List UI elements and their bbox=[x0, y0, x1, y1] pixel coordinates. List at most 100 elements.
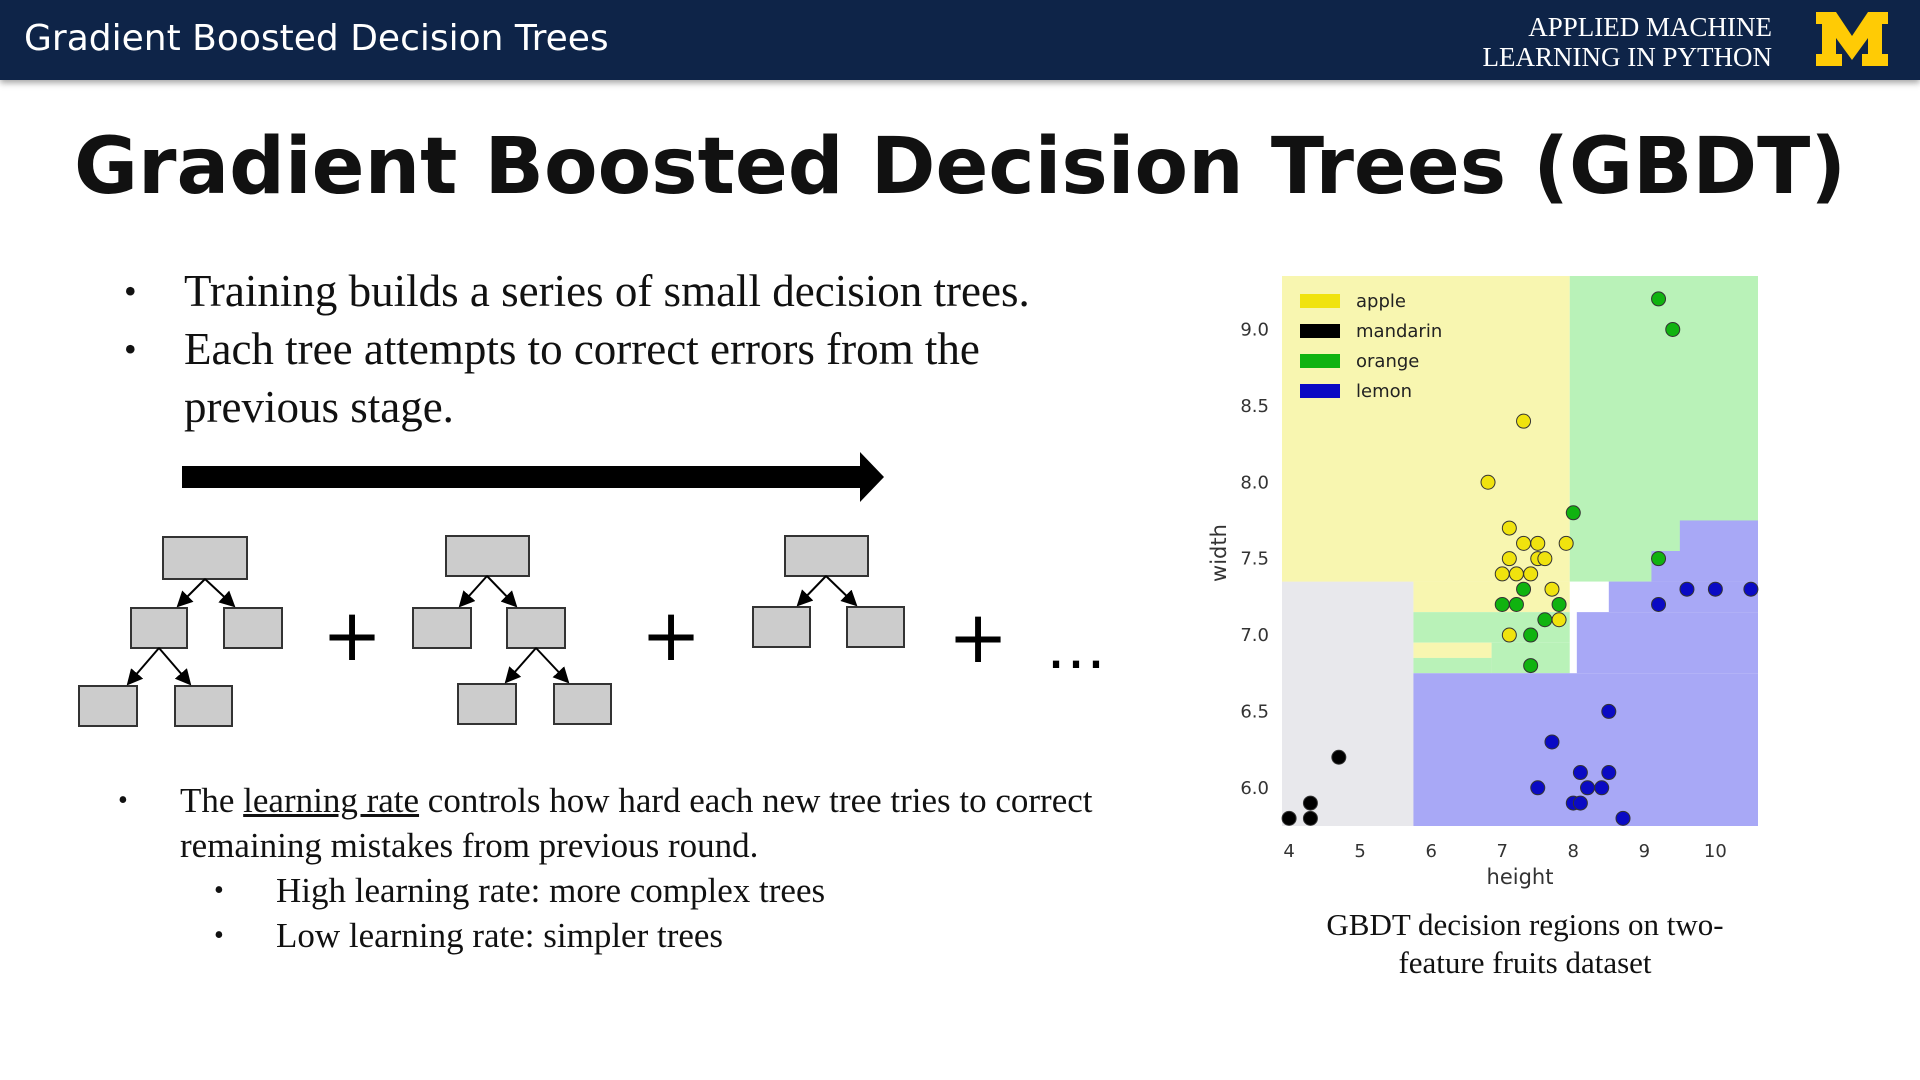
chart-axes: 4 5 6 7 8 9 10 6.0 6.5 7.0 7.5 8.0 8.5 9.0 bbox=[1240, 319, 1726, 862]
decision-region-apple bbox=[1413, 642, 1492, 658]
decision-regions bbox=[1282, 276, 1758, 826]
legend-swatch-mandarin bbox=[1300, 324, 1340, 338]
course-name: APPLIED MACHINE LEARNING IN PYTHON bbox=[1412, 12, 1772, 72]
y-tick-label: 7.5 bbox=[1240, 549, 1269, 570]
y-tick-label: 6.0 bbox=[1240, 778, 1269, 799]
point-orange bbox=[1523, 627, 1539, 643]
tree-node bbox=[78, 685, 138, 727]
x-tick-label: 4 bbox=[1283, 841, 1294, 862]
point-orange bbox=[1494, 596, 1510, 612]
tree-node bbox=[752, 606, 811, 648]
point-lemon bbox=[1572, 765, 1588, 781]
x-tick-label: 6 bbox=[1425, 841, 1436, 862]
point-mandarin bbox=[1331, 749, 1347, 765]
y-axis-label: width bbox=[1207, 524, 1231, 582]
tree-node bbox=[445, 535, 530, 577]
point-apple bbox=[1501, 627, 1517, 643]
point-mandarin bbox=[1302, 795, 1318, 811]
tree-2-edges bbox=[458, 575, 570, 684]
point-apple bbox=[1516, 535, 1532, 551]
point-apple bbox=[1558, 535, 1574, 551]
sub-bullet-list: High learning rate: more complex trees L… bbox=[118, 868, 1098, 958]
point-apple bbox=[1551, 612, 1567, 628]
x-axis-label: height bbox=[1487, 865, 1554, 889]
x-tick-label: 5 bbox=[1354, 841, 1365, 862]
course-name-line-1: APPLIED MACHINE bbox=[1528, 12, 1772, 42]
tree-node bbox=[784, 535, 869, 577]
learning-rate-bullets: The learning rate controls how hard each… bbox=[118, 778, 1098, 958]
point-lemon bbox=[1615, 810, 1631, 826]
point-orange bbox=[1523, 658, 1539, 674]
y-tick-label: 8.5 bbox=[1240, 396, 1269, 417]
decision-region-orange bbox=[1413, 657, 1492, 674]
legend-label-mandarin: mandarin bbox=[1356, 321, 1442, 342]
bullet-item: Training builds a series of small decisi… bbox=[120, 262, 1120, 320]
point-orange bbox=[1565, 505, 1581, 521]
tree-node bbox=[506, 607, 566, 649]
legend-swatch-apple bbox=[1300, 294, 1340, 308]
sub-bullet-item: High learning rate: more complex trees bbox=[118, 868, 1098, 913]
decision-region-lemon bbox=[1679, 520, 1758, 551]
top-bar: Gradient Boosted Decision Trees APPLIED … bbox=[0, 0, 1920, 80]
point-apple bbox=[1537, 551, 1553, 567]
y-tick-label: 9.0 bbox=[1240, 319, 1269, 340]
legend-label-lemon: lemon bbox=[1356, 381, 1412, 402]
bullet-text: The bbox=[180, 781, 244, 820]
sequence-arrow bbox=[182, 452, 884, 502]
point-apple bbox=[1501, 520, 1517, 536]
legend-swatch-orange bbox=[1300, 354, 1340, 368]
point-mandarin bbox=[1281, 810, 1297, 826]
point-lemon bbox=[1544, 734, 1560, 750]
point-lemon bbox=[1651, 596, 1667, 612]
legend-label-orange: orange bbox=[1356, 351, 1419, 372]
point-lemon bbox=[1743, 581, 1759, 597]
point-apple bbox=[1530, 535, 1546, 551]
x-tick-label: 9 bbox=[1639, 841, 1650, 862]
bullet-list: Training builds a series of small decisi… bbox=[120, 262, 1120, 436]
y-tick-label: 8.0 bbox=[1240, 472, 1269, 493]
point-apple bbox=[1494, 566, 1510, 582]
point-lemon bbox=[1579, 780, 1595, 796]
point-apple bbox=[1508, 566, 1524, 582]
y-tick-label: 7.0 bbox=[1240, 625, 1269, 646]
legend-label-apple: apple bbox=[1356, 291, 1406, 312]
tree-node bbox=[162, 536, 248, 580]
decision-region-chart: 4 5 6 7 8 9 10 6.0 6.5 7.0 7.5 8.0 8.5 9.0 apple manda… bbox=[1207, 276, 1759, 889]
y-tick-label: 6.5 bbox=[1240, 701, 1269, 722]
chart-caption: GBDT decision regions on two-feature fru… bbox=[1326, 907, 1724, 980]
tree-node bbox=[223, 607, 283, 649]
point-lemon bbox=[1601, 703, 1617, 719]
learning-rate-bullet: The learning rate controls how hard each… bbox=[118, 778, 1098, 868]
point-lemon bbox=[1572, 795, 1588, 811]
tree-1-edges bbox=[126, 578, 236, 686]
slide-title: Gradient Boosted Decision Trees (GBDT) bbox=[73, 122, 1847, 212]
learning-rate-term: learning rate bbox=[243, 781, 420, 820]
tree-3-edges bbox=[796, 575, 858, 607]
point-apple bbox=[1523, 566, 1539, 582]
decision-region-mandarin bbox=[1282, 581, 1414, 826]
tree-node bbox=[174, 685, 233, 727]
decision-region-lemon bbox=[1576, 612, 1758, 674]
point-orange bbox=[1651, 551, 1667, 567]
plus-sign: + bbox=[641, 593, 701, 677]
point-orange bbox=[1537, 612, 1553, 628]
sub-bullet-item: Low learning rate: simpler trees bbox=[118, 913, 1098, 958]
boosting-diagram: + + + … bbox=[78, 452, 1106, 727]
point-orange bbox=[1651, 291, 1667, 307]
point-lemon bbox=[1530, 780, 1546, 796]
x-tick-label: 10 bbox=[1704, 841, 1727, 862]
point-apple bbox=[1544, 581, 1560, 597]
decision-region-apple bbox=[1413, 581, 1570, 613]
x-tick-label: 7 bbox=[1497, 841, 1508, 862]
course-name-line-2: LEARNING IN PYTHON bbox=[1482, 42, 1772, 72]
point-lemon bbox=[1594, 780, 1610, 796]
bullet-item: Each tree attempts to correct errors fro… bbox=[120, 320, 1120, 436]
decision-region-lemon bbox=[1651, 551, 1758, 582]
point-apple bbox=[1480, 474, 1496, 490]
tree-node bbox=[553, 683, 612, 725]
tree-node bbox=[457, 683, 517, 725]
plus-sign: + bbox=[322, 593, 382, 677]
university-m-logo bbox=[1816, 12, 1888, 66]
tree-node bbox=[846, 606, 905, 648]
point-lemon bbox=[1707, 581, 1723, 597]
